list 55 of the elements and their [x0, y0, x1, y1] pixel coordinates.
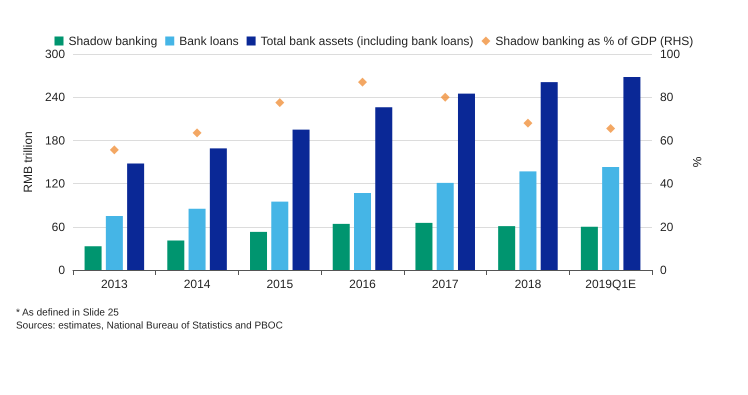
bar: [271, 202, 288, 270]
bar: [250, 232, 268, 270]
y2-tick-label: 40: [660, 176, 674, 191]
y-axis-title: RMB trillion: [21, 131, 36, 193]
y2-tick-label: 60: [660, 133, 674, 148]
bar: [106, 216, 123, 270]
bar: [127, 163, 144, 270]
x-tick-label: 2013: [101, 277, 128, 291]
bar: [375, 107, 392, 270]
y2-tick-label: 100: [660, 47, 680, 61]
bar: [498, 226, 516, 270]
bar: [540, 82, 558, 270]
point: [110, 145, 119, 154]
bar: [602, 167, 620, 270]
y2-tick-label: 80: [660, 90, 674, 104]
y-tick-label: 300: [44, 47, 66, 61]
y-tick-label: 0: [58, 263, 66, 277]
text: * As defined in Slide 25: [16, 308, 120, 318]
x-tick-label: 2019Q1E: [585, 277, 636, 291]
source-note: Sources: estimates, National Bureau of Statistics and PBOC: [16, 320, 283, 332]
bar: [580, 226, 598, 270]
x-tick-label: 2017: [432, 277, 459, 291]
bar: [84, 246, 102, 270]
legend-label: Total bank assets (including bank loans): [260, 34, 474, 48]
bar: [292, 130, 310, 270]
bar: [415, 222, 432, 270]
legend-label: Bank loans: [179, 34, 239, 48]
x-tick-label: 2015: [266, 277, 294, 291]
point: [358, 78, 367, 87]
bar: [332, 224, 350, 270]
bar: [436, 182, 454, 270]
y-tick-label: 240: [44, 90, 66, 104]
y-tick-label: 120: [44, 176, 66, 191]
bar: [623, 77, 640, 270]
bar: [458, 94, 475, 270]
x-tick-label: 2018: [514, 277, 542, 291]
bar: [167, 240, 184, 270]
legend-label: Shadow banking as % of GDP (RHS): [495, 34, 694, 48]
point: [440, 92, 450, 102]
y2-tick-label: 20: [660, 220, 674, 234]
y2-axis-title: %: [690, 156, 704, 168]
point: [606, 124, 616, 134]
legend-label: Shadow banking: [68, 34, 158, 48]
point: [192, 128, 202, 138]
bar: [188, 208, 206, 270]
y-tick-label: 180: [44, 133, 66, 148]
y-tick-label: 60: [52, 220, 66, 234]
y2-tick-label: 0: [660, 263, 667, 277]
x-tick-label: 2014: [184, 277, 211, 291]
point: [523, 118, 532, 128]
point: [275, 98, 284, 108]
bar: [210, 148, 227, 270]
bar: [519, 171, 536, 270]
x-tick-label: 2016: [349, 277, 376, 291]
bar: [354, 192, 372, 270]
